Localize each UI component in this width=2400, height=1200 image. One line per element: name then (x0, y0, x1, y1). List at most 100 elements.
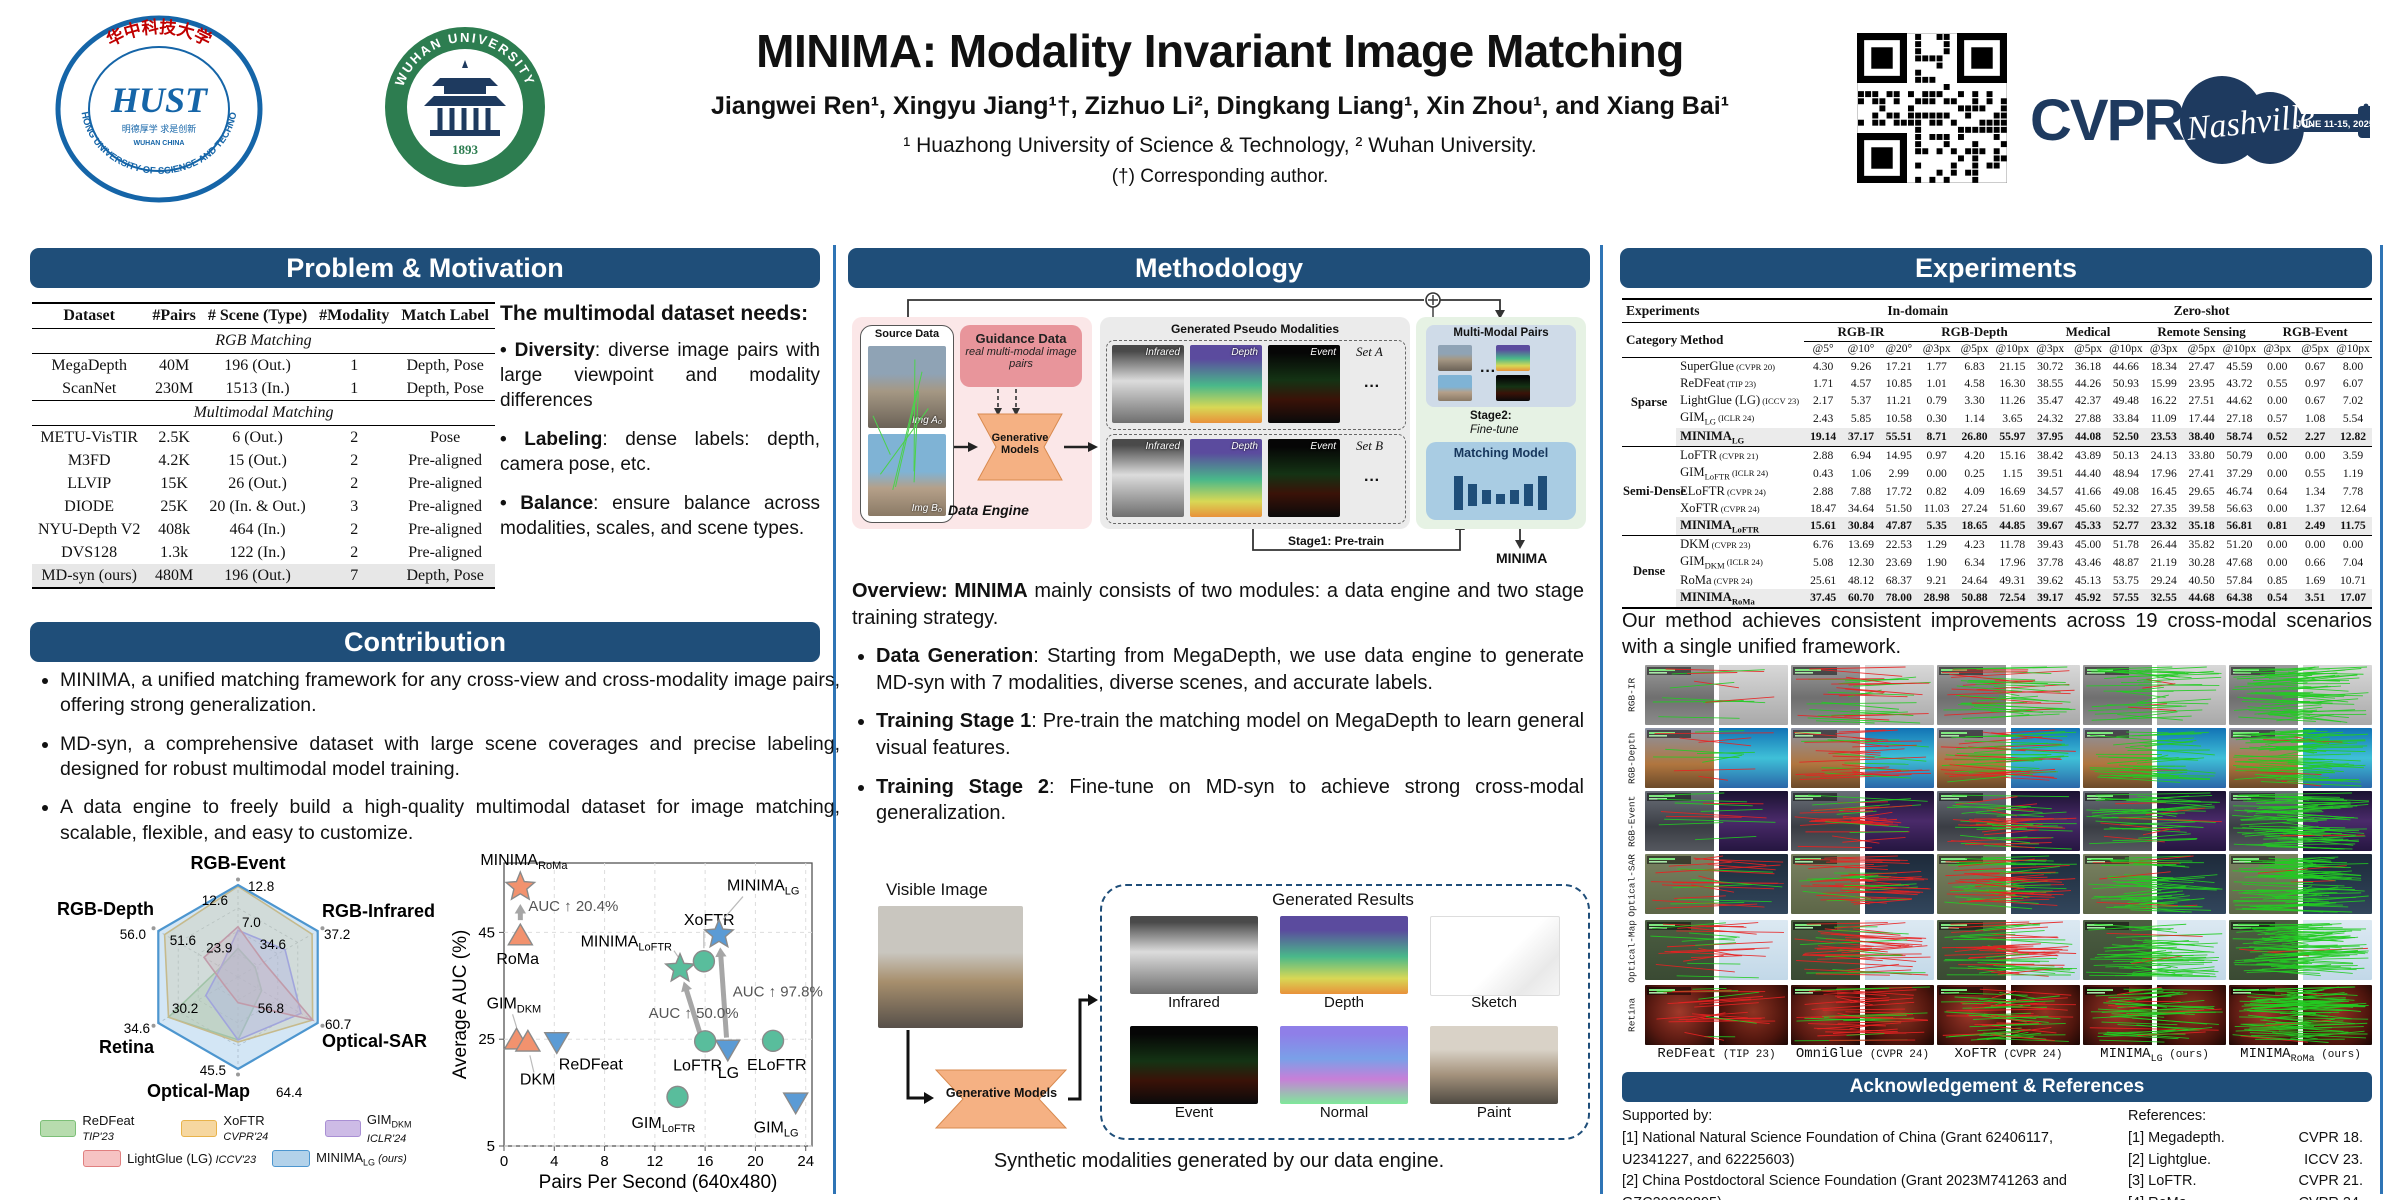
value-cell: 24.64 (1961, 573, 1988, 587)
group-header: Medical (2031, 322, 2145, 342)
dataset-section-row: RGB Matching (32, 328, 495, 354)
table-row: METU-VisTIR 2.5K 6 (Out.) 2 Pose (40, 428, 461, 446)
match-pair-image (2229, 791, 2372, 851)
method-cell: SuperGlue (CVPR 20) (1676, 357, 1805, 375)
value-cell: 4.30 (1804, 357, 1843, 375)
value-cell: 45.33 (2075, 519, 2102, 533)
generative-models-label: Generative Models (945, 1086, 1058, 1100)
value-cell: 43.89 (2069, 446, 2107, 465)
svg-text:37.2: 37.2 (324, 927, 350, 942)
method-cell: MINIMALoFTR (1680, 517, 1760, 535)
pair-thumb (1438, 345, 1472, 371)
value-cell: 46.74 (2226, 484, 2253, 498)
visible-image-label: Visible Image (886, 880, 988, 899)
legend-item: XoFTR CVPR'24 (181, 1112, 309, 1145)
match-pair-image (1645, 854, 1788, 914)
method-header: Method (1680, 332, 1724, 347)
value-cell: 52.77 (2112, 519, 2139, 533)
group-header: RGB-Event (2258, 322, 2372, 342)
pair-thumb (1496, 375, 1530, 401)
value-cell: 0.52 (2267, 430, 2288, 444)
threshold-header: @10px (1993, 341, 2032, 358)
value-cell: 2.88 (1804, 446, 1843, 465)
value-cell: 23.69 (1885, 555, 1912, 569)
legend-swatch (40, 1119, 77, 1137)
references-text: References: [1] Megadepth. CVPR 18. [2] Lig… (2128, 1106, 2368, 1200)
threshold-header: @5px (2069, 341, 2107, 358)
value-cell: 48.87 (2112, 555, 2139, 569)
svg-text:Average AUC (%): Average AUC (%) (452, 930, 471, 1080)
value-cell: 56.63 (2226, 501, 2253, 515)
dataset-comparison-table: Dataset #Pairs # Scene (Type) #Modality Matc… (32, 302, 495, 589)
value-cell: 56.81 (2226, 519, 2253, 533)
method-cell: GIMLG (ICLR 24) (1680, 410, 1755, 427)
table-row: ScanNet 230M 1513 (In.) 1 Depth, Pose (62, 379, 484, 397)
qual-column-label: MINIMALG (ours) (2100, 1046, 2209, 1065)
value-cell: 45.92 (2075, 591, 2102, 605)
generated-results-figure: Visible Image Generative Models Generated … (848, 880, 1590, 1142)
value-cell: 11.26 (1999, 394, 2026, 407)
generated-results-box (1100, 884, 1590, 1140)
section-experiments: Experiments (1620, 248, 2372, 288)
result-tile-label: Sketch (1471, 994, 1517, 1011)
value-cell: 35.47 (2037, 394, 2064, 407)
value-cell: 30.28 (2188, 555, 2215, 569)
qual-column-label: MINIMARoMa (ours) (2240, 1046, 2361, 1065)
contribution-item: A data engine to freely build a high-qua… (60, 795, 840, 846)
svg-text:25: 25 (478, 1031, 495, 1048)
overview-paragraph: Overview: MINIMA mainly consists of two … (852, 580, 1584, 629)
value-cell: 39.51 (2037, 466, 2064, 480)
value-cell: 49.08 (2112, 484, 2139, 498)
value-cell: 0.57 (2267, 411, 2288, 425)
match-pair-image (2229, 728, 2372, 788)
svg-text:AUC ↑ 97.8%: AUC ↑ 97.8% (733, 983, 823, 1000)
value-cell: 27.18 (2226, 411, 2253, 425)
match-pair-image (2229, 985, 2372, 1046)
value-cell: 37.45 (1810, 591, 1837, 605)
value-cell: 0.67 (2304, 394, 2326, 407)
value-cell: 45.60 (2075, 501, 2102, 515)
multimodal-pairs-box: Multi-Modal Pairs ··· (1426, 325, 1576, 407)
qual-row-label: RGB-Event (1626, 795, 1638, 847)
value-cell: 3.65 (2002, 411, 2023, 425)
value-cell: 29.24 (2150, 573, 2177, 587)
table-row: DVS128 1.3k 122 (In.) 2 Pre-aligned (61, 543, 483, 561)
svg-text:ELoFTR: ELoFTR (747, 1057, 807, 1074)
exp-row: GIMLoFTR (ICLR 24) 0.43 1.06 2.99 0.00 0.25 1.… (1622, 464, 2372, 483)
table-row: LLVIP 15K 26 (Out.) 2 Pre-aligned (67, 474, 483, 492)
value-cell: 0.79 (1926, 394, 1947, 407)
value-cell: 58.74 (2226, 430, 2253, 444)
value-cell: 13.69 (1842, 535, 1880, 554)
value-cell: 44.40 (2075, 466, 2102, 480)
value-cell: 5.08 (1812, 555, 1834, 569)
dataset-col-header: #Pairs (146, 303, 202, 329)
value-cell: 1.90 (1926, 555, 1947, 569)
value-cell: 27.88 (2075, 411, 2102, 425)
value-cell: 43.46 (2075, 555, 2102, 569)
pseudo-tile-event: Event (1268, 439, 1340, 517)
value-cell: 55.51 (1885, 430, 1912, 444)
value-cell: 0.00 (2267, 555, 2288, 569)
pseudo-tile-event: Event (1268, 345, 1340, 423)
dataset-col-header: #Modality (313, 303, 396, 329)
value-cell: 44.66 (2106, 357, 2145, 375)
value-cell: 9.26 (1842, 357, 1880, 375)
exp-row: Sparse SuperGlue (CVPR 20) 4.30 9.26 17.21 1.… (1622, 356, 2372, 447)
value-cell: 23.53 (2150, 430, 2177, 444)
value-cell: 1.19 (2342, 466, 2364, 480)
match-pair-image (1791, 919, 1934, 980)
matching-model-label: Matching Model (1453, 446, 1549, 460)
match-pair-image (2229, 854, 2372, 914)
result-tile-label: Normal (1319, 1104, 1369, 1121)
value-cell: 0.54 (2267, 591, 2288, 605)
value-cell: 38.55 (2037, 377, 2064, 390)
svg-text:24: 24 (797, 1153, 814, 1170)
table-row: M3FD 4.2K 15 (Out.) 2 Pre-aligned (67, 451, 483, 469)
contribution-item: MD-syn, a comprehensive dataset with lar… (60, 732, 840, 783)
match-pair-image (2083, 919, 2226, 980)
match-pair-image (2083, 854, 2226, 914)
qual-row-label: RGB-Depth (1626, 732, 1638, 784)
value-cell: 0.00 (2267, 501, 2288, 515)
value-cell: 0.81 (2267, 519, 2288, 533)
value-cell: 57.55 (2112, 591, 2139, 605)
